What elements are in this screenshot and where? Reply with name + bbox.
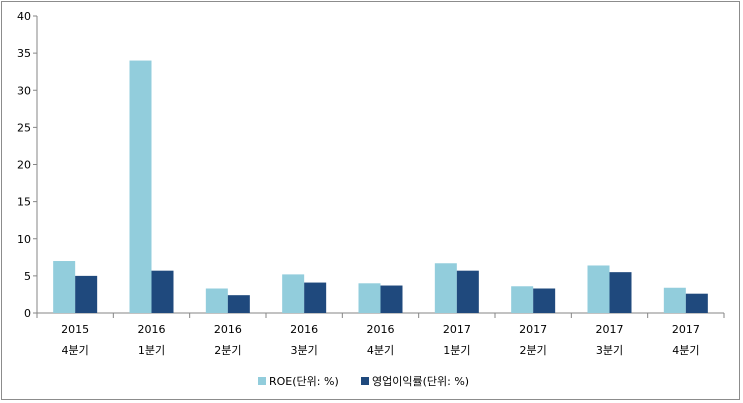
y-tick-label: 30 bbox=[17, 84, 31, 97]
y-tick-label: 5 bbox=[24, 270, 31, 283]
x-category-quarter: 4분기 bbox=[672, 344, 699, 357]
bar-roe bbox=[663, 287, 686, 313]
y-tick-label: 10 bbox=[17, 233, 31, 246]
legend-roe-label: ROE(단위: %) bbox=[269, 375, 339, 388]
y-tick-label: 40 bbox=[17, 10, 31, 23]
bar-operating-margin bbox=[75, 275, 98, 313]
bar-operating-margin bbox=[533, 288, 556, 313]
bar-operating-margin bbox=[609, 272, 632, 313]
bar-roe bbox=[129, 60, 152, 313]
y-tick-label: 0 bbox=[24, 307, 31, 320]
x-category-quarter: 3분기 bbox=[291, 344, 318, 357]
legend-operating-margin-swatch bbox=[361, 377, 369, 385]
y-tick-label: 20 bbox=[17, 159, 31, 172]
x-category-year: 2017 bbox=[672, 323, 700, 336]
y-tick-label: 15 bbox=[17, 196, 31, 209]
bar-roe bbox=[587, 265, 610, 313]
x-category-year: 2017 bbox=[519, 323, 547, 336]
bar-roe bbox=[358, 283, 381, 313]
legend: ROE(단위: %) 영업이익률(단위: %) bbox=[258, 375, 469, 388]
bar-roe bbox=[434, 263, 457, 313]
x-category-year: 2015 bbox=[61, 323, 89, 336]
bar-operating-margin bbox=[227, 295, 250, 313]
x-category-year: 2017 bbox=[443, 323, 471, 336]
bar-roe bbox=[282, 274, 305, 313]
legend-operating-margin-label: 영업이익률(단위: %) bbox=[372, 375, 469, 388]
y-tick-label: 25 bbox=[17, 121, 31, 134]
bar-operating-margin bbox=[456, 270, 479, 313]
x-category-quarter: 1분기 bbox=[138, 344, 165, 357]
x-category-quarter: 4분기 bbox=[62, 344, 89, 357]
bar-roe bbox=[511, 286, 534, 313]
bars bbox=[53, 60, 708, 313]
bar-roe bbox=[205, 288, 228, 313]
y-tick-label: 35 bbox=[17, 47, 31, 60]
x-category-quarter: 4분기 bbox=[367, 344, 394, 357]
x-category-year: 2016 bbox=[138, 323, 166, 336]
x-category-year: 2016 bbox=[367, 323, 395, 336]
x-category-year: 2016 bbox=[290, 323, 318, 336]
x-category-quarter: 3분기 bbox=[596, 344, 623, 357]
labels: 0 5 10 15 20 25 30 35 40 2015 4분기 2016 1분기 2016 2분기 201… bbox=[17, 10, 700, 357]
bar-roe bbox=[53, 261, 76, 313]
bar-operating-margin bbox=[151, 270, 174, 313]
x-category-quarter: 2분기 bbox=[214, 344, 241, 357]
x-category-quarter: 1분기 bbox=[443, 344, 470, 357]
bar-operating-margin bbox=[304, 282, 327, 313]
x-category-quarter: 2분기 bbox=[520, 344, 547, 357]
bar-operating-margin bbox=[380, 285, 403, 313]
legend-roe-swatch bbox=[258, 377, 266, 385]
x-category-year: 2017 bbox=[596, 323, 624, 336]
x-category-year: 2016 bbox=[214, 323, 242, 336]
bar-operating-margin bbox=[685, 293, 708, 313]
